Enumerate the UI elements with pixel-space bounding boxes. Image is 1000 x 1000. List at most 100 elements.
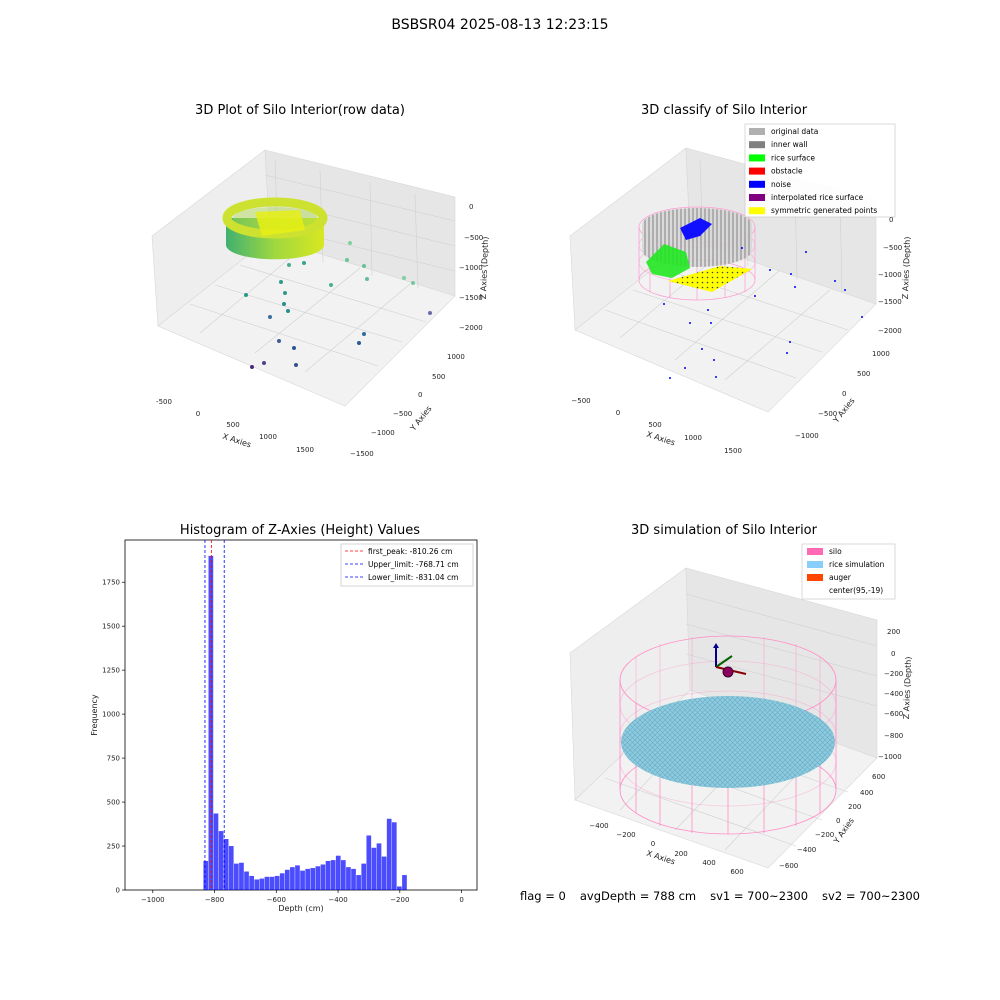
legend-swatch [749,141,765,149]
p4-ztick: −600 [884,710,903,718]
p2-ytick: −500 [818,410,837,418]
p4-ztick: −200 [884,670,903,678]
y-tick-label: 0 [116,887,120,895]
histogram-bar [228,846,234,890]
p1-xtick: 0 [196,410,200,418]
histogram-bar [310,868,316,890]
legend-label: interpolated rice surface [771,193,864,202]
p2-xlabel: X Axies [645,430,676,448]
histogram-bar [264,876,270,890]
flag-value: flag = 0 [520,889,566,903]
p2-ztick: −1000 [878,271,902,279]
histogram-title: Histogram of Z-Axies (Height) Values [179,523,421,538]
histogram-bar [376,843,382,890]
legend-swatch [749,207,765,215]
histogram-legend: first_peak: -810.26 cm Upper_limit: -768.… [340,543,474,587]
histogram-bar [239,862,244,890]
p4-ztick: 200 [887,628,900,636]
histogram-bar [249,875,254,890]
y-tick-label: 1750 [102,579,120,587]
raw-plot-title: 3D Plot of Silo Interior(row data) [195,103,405,118]
p2-xtick: −500 [571,397,590,405]
y-tick-label: 1250 [102,667,120,675]
histogram-bar [244,871,249,890]
histogram-bar [315,866,321,890]
histogram-plot: −1000 −800 −600 −400 −200 0 0 250 500 750 1000 125… [90,539,478,913]
p2-ztick: −500 [883,244,902,252]
histogram-bar [371,847,377,890]
p4-ztick: −400 [884,690,903,698]
p4-ztick: −800 [884,732,903,740]
p2-ytick: 0 [842,390,846,398]
histogram-bar [213,813,219,890]
histogram-bar [366,835,372,890]
p4-ytick: 600 [872,773,885,781]
legend-label: Upper_limit: -768.71 cm [368,560,459,569]
p2-ytick: 1000 [872,350,890,358]
histogram-y-ticks: 0 250 500 750 1000 1250 1500 1750 [102,579,125,895]
y-tick-label: 1500 [102,623,120,631]
histogram-bar [356,875,361,890]
p4-xtick: −200 [616,831,635,839]
p4-ytick: −200 [815,831,834,839]
legend-label: first_peak: -810.26 cm [368,547,452,556]
legend-label: silo [829,547,842,556]
legend-label: center(95,-19) [829,586,883,595]
histogram-bar [330,860,336,890]
histogram-bar [274,875,280,890]
p2-ytick: −1000 [795,432,819,440]
legend-swatch [749,128,765,135]
p2-xtick: 1500 [724,447,742,455]
legend-swatch [749,180,765,188]
p1-xlabel: X Axies [221,432,252,450]
legend-swatch [807,561,823,568]
p4-xtick: 200 [674,850,687,858]
legend-swatch [807,548,823,555]
p1-ytick: 0 [418,391,422,399]
histogram-bar [320,864,326,890]
simulation-plot: silo rice simulation auger center(95,-19) −… [569,543,913,876]
legend-swatch [749,167,765,175]
histogram-bar [335,855,341,890]
legend-swatch [749,154,765,162]
legend-label: symmetric generated points [771,206,877,215]
histogram-limit-lines [204,540,225,890]
x-tick-label: −400 [328,896,347,904]
p4-ytick: −400 [797,846,816,854]
p2-zlabel: Z Axies (Depth) [901,236,912,299]
histogram-bar [340,860,346,890]
classify-plot-title: 3D classify of Silo Interior [640,103,808,118]
p1-ytick: −1500 [350,450,374,458]
p2-ztick: 0 [889,216,893,224]
p4-ztick: 0 [891,650,895,658]
y-tick-label: 250 [107,843,120,851]
histogram-x-ticks: −1000 −800 −600 −400 −200 0 [141,890,464,904]
p1-xtick: 1000 [259,433,277,441]
legend-swatch [807,574,823,581]
histogram-bar [295,865,300,890]
p4-zlabel: Z Axies (Depth) [902,656,913,719]
p2-ytick: 500 [857,370,870,378]
legend-label: original data [771,127,818,136]
p4-xtick: 0 [651,840,655,848]
legend-label: inner wall [771,140,808,149]
p2-xtick: 500 [648,421,661,429]
p4-ytick: 0 [836,817,840,825]
legend-label: auger [829,573,852,582]
histogram-bar [386,818,392,890]
p1-zlabel: Z Axies (Depth) [479,236,490,299]
histogram-bar [402,875,407,890]
y-tick-label: 1000 [102,711,120,719]
p1-xtick: 500 [226,421,239,429]
status-line: flag = 0 avgDepth = 788 cm sv1 = 700~2300 s… [520,889,934,903]
p1-ztick: −2000 [459,324,483,332]
histogram-bar [300,870,305,890]
p2-xtick: 1000 [684,434,702,442]
p1-ztick: −500 [464,234,483,242]
p1-xtick: 1500 [296,446,314,454]
histogram-ylabel: Frequency [90,694,99,736]
legend-label: Lower_limit: -831.04 cm [368,573,458,582]
p1-ztick: −1500 [459,294,483,302]
p2-ztick: −1500 [878,298,902,306]
